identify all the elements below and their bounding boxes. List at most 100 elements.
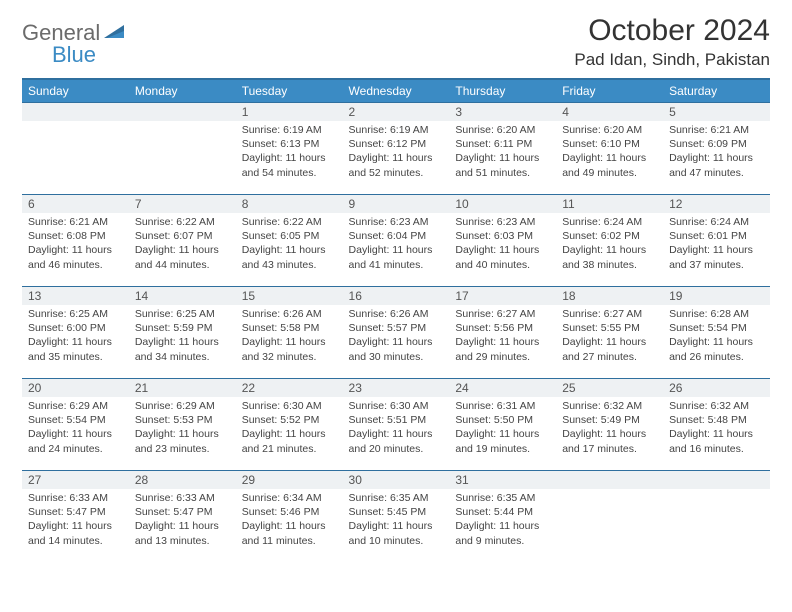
calendar-week-row: 1Sunrise: 6:19 AMSunset: 6:13 PMDaylight… (22, 103, 770, 195)
day-content: Sunrise: 6:24 AMSunset: 6:02 PMDaylight:… (556, 213, 663, 278)
day-content: Sunrise: 6:32 AMSunset: 5:49 PMDaylight:… (556, 397, 663, 462)
day-number-empty (129, 103, 236, 121)
weekday-header: Monday (129, 79, 236, 103)
day-content: Sunrise: 6:34 AMSunset: 5:46 PMDaylight:… (236, 489, 343, 554)
day-number: 5 (663, 103, 770, 121)
day-number: 4 (556, 103, 663, 121)
day-content: Sunrise: 6:22 AMSunset: 6:05 PMDaylight:… (236, 213, 343, 278)
day-number: 1 (236, 103, 343, 121)
calendar-day-cell: 11Sunrise: 6:24 AMSunset: 6:02 PMDayligh… (556, 195, 663, 287)
calendar-week-row: 6Sunrise: 6:21 AMSunset: 6:08 PMDaylight… (22, 195, 770, 287)
day-content: Sunrise: 6:29 AMSunset: 5:54 PMDaylight:… (22, 397, 129, 462)
calendar-day-cell: 17Sunrise: 6:27 AMSunset: 5:56 PMDayligh… (449, 287, 556, 379)
calendar-day-cell: 4Sunrise: 6:20 AMSunset: 6:10 PMDaylight… (556, 103, 663, 195)
day-content: Sunrise: 6:27 AMSunset: 5:56 PMDaylight:… (449, 305, 556, 370)
calendar-day-cell: 3Sunrise: 6:20 AMSunset: 6:11 PMDaylight… (449, 103, 556, 195)
calendar-day-cell: 18Sunrise: 6:27 AMSunset: 5:55 PMDayligh… (556, 287, 663, 379)
day-content: Sunrise: 6:35 AMSunset: 5:45 PMDaylight:… (343, 489, 450, 554)
day-content: Sunrise: 6:33 AMSunset: 5:47 PMDaylight:… (22, 489, 129, 554)
month-title: October 2024 (574, 14, 770, 48)
calendar-day-cell: 10Sunrise: 6:23 AMSunset: 6:03 PMDayligh… (449, 195, 556, 287)
day-number: 8 (236, 195, 343, 213)
calendar-day-cell: 2Sunrise: 6:19 AMSunset: 6:12 PMDaylight… (343, 103, 450, 195)
calendar-day-cell: 29Sunrise: 6:34 AMSunset: 5:46 PMDayligh… (236, 471, 343, 563)
day-number: 30 (343, 471, 450, 489)
weekday-header: Friday (556, 79, 663, 103)
calendar-day-cell: 12Sunrise: 6:24 AMSunset: 6:01 PMDayligh… (663, 195, 770, 287)
day-number: 29 (236, 471, 343, 489)
day-number: 9 (343, 195, 450, 213)
day-number: 25 (556, 379, 663, 397)
day-number-empty (663, 471, 770, 489)
day-number: 21 (129, 379, 236, 397)
day-content: Sunrise: 6:21 AMSunset: 6:09 PMDaylight:… (663, 121, 770, 186)
calendar-day-cell: 25Sunrise: 6:32 AMSunset: 5:49 PMDayligh… (556, 379, 663, 471)
calendar-day-cell: 30Sunrise: 6:35 AMSunset: 5:45 PMDayligh… (343, 471, 450, 563)
weekday-header: Saturday (663, 79, 770, 103)
calendar-day-cell: 24Sunrise: 6:31 AMSunset: 5:50 PMDayligh… (449, 379, 556, 471)
calendar-day-cell: 20Sunrise: 6:29 AMSunset: 5:54 PMDayligh… (22, 379, 129, 471)
calendar-week-row: 13Sunrise: 6:25 AMSunset: 6:00 PMDayligh… (22, 287, 770, 379)
day-number: 3 (449, 103, 556, 121)
calendar-day-cell: 9Sunrise: 6:23 AMSunset: 6:04 PMDaylight… (343, 195, 450, 287)
calendar-day-cell: 16Sunrise: 6:26 AMSunset: 5:57 PMDayligh… (343, 287, 450, 379)
day-content: Sunrise: 6:33 AMSunset: 5:47 PMDaylight:… (129, 489, 236, 554)
calendar-day-cell: 1Sunrise: 6:19 AMSunset: 6:13 PMDaylight… (236, 103, 343, 195)
day-content: Sunrise: 6:25 AMSunset: 5:59 PMDaylight:… (129, 305, 236, 370)
day-number: 23 (343, 379, 450, 397)
day-content: Sunrise: 6:25 AMSunset: 6:00 PMDaylight:… (22, 305, 129, 370)
day-content: Sunrise: 6:28 AMSunset: 5:54 PMDaylight:… (663, 305, 770, 370)
day-content: Sunrise: 6:30 AMSunset: 5:51 PMDaylight:… (343, 397, 450, 462)
calendar-day-cell: 8Sunrise: 6:22 AMSunset: 6:05 PMDaylight… (236, 195, 343, 287)
calendar-empty-cell (556, 471, 663, 563)
day-number: 11 (556, 195, 663, 213)
calendar-empty-cell (129, 103, 236, 195)
day-content: Sunrise: 6:20 AMSunset: 6:11 PMDaylight:… (449, 121, 556, 186)
calendar-day-cell: 19Sunrise: 6:28 AMSunset: 5:54 PMDayligh… (663, 287, 770, 379)
day-number: 20 (22, 379, 129, 397)
logo-text-blue-wrap: Blue (52, 42, 96, 68)
day-content: Sunrise: 6:23 AMSunset: 6:04 PMDaylight:… (343, 213, 450, 278)
calendar-day-cell: 27Sunrise: 6:33 AMSunset: 5:47 PMDayligh… (22, 471, 129, 563)
day-number: 26 (663, 379, 770, 397)
day-content: Sunrise: 6:19 AMSunset: 6:12 PMDaylight:… (343, 121, 450, 186)
weekday-header: Sunday (22, 79, 129, 103)
location: Pad Idan, Sindh, Pakistan (574, 50, 770, 70)
calendar-week-row: 27Sunrise: 6:33 AMSunset: 5:47 PMDayligh… (22, 471, 770, 563)
day-number: 17 (449, 287, 556, 305)
day-number: 16 (343, 287, 450, 305)
calendar-day-cell: 7Sunrise: 6:22 AMSunset: 6:07 PMDaylight… (129, 195, 236, 287)
day-content: Sunrise: 6:30 AMSunset: 5:52 PMDaylight:… (236, 397, 343, 462)
day-number: 12 (663, 195, 770, 213)
day-number: 28 (129, 471, 236, 489)
calendar-day-cell: 13Sunrise: 6:25 AMSunset: 6:00 PMDayligh… (22, 287, 129, 379)
calendar-day-cell: 23Sunrise: 6:30 AMSunset: 5:51 PMDayligh… (343, 379, 450, 471)
day-number: 14 (129, 287, 236, 305)
day-number: 10 (449, 195, 556, 213)
calendar-day-cell: 5Sunrise: 6:21 AMSunset: 6:09 PMDaylight… (663, 103, 770, 195)
calendar-day-cell: 31Sunrise: 6:35 AMSunset: 5:44 PMDayligh… (449, 471, 556, 563)
day-number: 19 (663, 287, 770, 305)
day-content: Sunrise: 6:26 AMSunset: 5:58 PMDaylight:… (236, 305, 343, 370)
title-block: October 2024 Pad Idan, Sindh, Pakistan (574, 14, 770, 70)
day-number-empty (22, 103, 129, 121)
day-content: Sunrise: 6:21 AMSunset: 6:08 PMDaylight:… (22, 213, 129, 278)
day-number: 13 (22, 287, 129, 305)
weekday-header: Tuesday (236, 79, 343, 103)
calendar-day-cell: 28Sunrise: 6:33 AMSunset: 5:47 PMDayligh… (129, 471, 236, 563)
day-content: Sunrise: 6:35 AMSunset: 5:44 PMDaylight:… (449, 489, 556, 554)
day-number: 18 (556, 287, 663, 305)
day-number-empty (556, 471, 663, 489)
day-number: 6 (22, 195, 129, 213)
weekday-header: Thursday (449, 79, 556, 103)
calendar-table: SundayMondayTuesdayWednesdayThursdayFrid… (22, 78, 770, 563)
header: General October 2024 Pad Idan, Sindh, Pa… (22, 14, 770, 70)
day-number: 27 (22, 471, 129, 489)
day-number: 31 (449, 471, 556, 489)
day-content: Sunrise: 6:32 AMSunset: 5:48 PMDaylight:… (663, 397, 770, 462)
day-content: Sunrise: 6:22 AMSunset: 6:07 PMDaylight:… (129, 213, 236, 278)
day-content: Sunrise: 6:27 AMSunset: 5:55 PMDaylight:… (556, 305, 663, 370)
weekday-header-row: SundayMondayTuesdayWednesdayThursdayFrid… (22, 79, 770, 103)
day-content: Sunrise: 6:31 AMSunset: 5:50 PMDaylight:… (449, 397, 556, 462)
calendar-week-row: 20Sunrise: 6:29 AMSunset: 5:54 PMDayligh… (22, 379, 770, 471)
